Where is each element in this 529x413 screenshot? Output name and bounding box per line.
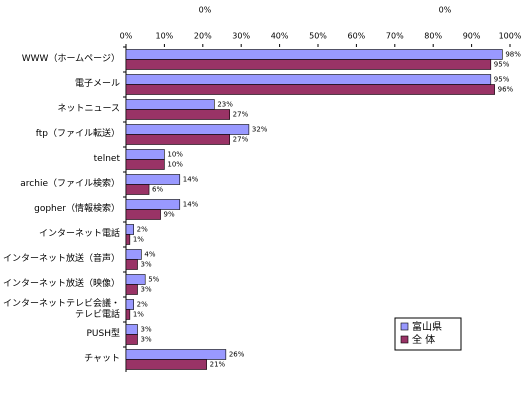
x-tick-label: 100% — [499, 32, 522, 41]
x-tick-label: 90% — [463, 32, 481, 41]
bar — [125, 349, 227, 360]
bar — [125, 59, 492, 70]
y-tick-label: インターネット放送（映像） — [2, 279, 120, 289]
data-label: 10% — [167, 151, 183, 159]
data-label: 5% — [148, 276, 159, 284]
bar — [125, 184, 150, 195]
x-tick-label: 70% — [386, 32, 404, 41]
x-tick-label: 60% — [348, 32, 366, 41]
data-label: 98% — [505, 51, 521, 59]
bar — [125, 309, 131, 320]
data-label: 9% — [164, 211, 175, 219]
bar — [125, 124, 250, 135]
bar — [125, 109, 230, 120]
bar — [125, 234, 131, 245]
data-label: 2% — [137, 301, 148, 309]
data-label: 95% — [494, 76, 510, 84]
bar — [125, 299, 134, 310]
y-tick-label: インターネット電話 — [38, 229, 120, 239]
x-tick-label: 80% — [424, 32, 442, 41]
bar — [125, 334, 138, 345]
data-label: 6% — [152, 186, 163, 194]
y-tick-label: archie（ファイル検索） — [20, 179, 120, 189]
data-label: 1% — [133, 236, 144, 244]
bar — [125, 324, 138, 335]
bar — [125, 174, 181, 185]
y-tick-label: ftp（ファイル転送） — [35, 129, 120, 139]
y-tick-label: インターネット放送（音声） — [2, 254, 120, 264]
y-tick-label: PUSH型 — [86, 329, 121, 339]
bar — [125, 284, 138, 295]
data-label: 27% — [233, 111, 249, 119]
y-tick-label: WWW（ホームページ） — [21, 54, 120, 64]
bar — [125, 149, 165, 160]
x-tick-label: 10% — [156, 32, 174, 41]
data-label: 27% — [233, 136, 249, 144]
bar — [125, 159, 165, 170]
data-label: 3% — [141, 336, 152, 344]
data-label: 3% — [141, 326, 152, 334]
x-tick-label: 30% — [232, 32, 250, 41]
data-label: 1% — [133, 311, 144, 319]
bar — [125, 359, 207, 370]
data-label: 4% — [144, 251, 155, 259]
bar — [125, 49, 503, 60]
data-label: 10% — [167, 161, 183, 169]
data-label: 95% — [494, 61, 510, 69]
bar — [125, 249, 142, 260]
y-tick-label: 電子メール — [74, 79, 120, 89]
x-tick-label: 50% — [309, 32, 327, 41]
data-label: 32% — [252, 126, 268, 134]
data-label: 2% — [137, 226, 148, 234]
bar — [125, 259, 138, 270]
bar — [125, 274, 146, 285]
y-tick-label: telnet — [93, 154, 120, 164]
data-label: 3% — [141, 261, 152, 269]
data-label: 3% — [141, 286, 152, 294]
y-tick-label: インターネットテレビ会議・テレビ電話 — [2, 298, 120, 320]
data-label: 96% — [498, 86, 514, 94]
data-label: 21% — [210, 361, 226, 369]
data-label: 26% — [229, 351, 245, 359]
bar — [125, 134, 230, 145]
annotation: 0% — [199, 6, 212, 15]
x-tick-label: 20% — [194, 32, 212, 41]
y-tick-label: gopher（情報検索） — [34, 204, 120, 214]
y-tick-label: チャット — [84, 354, 120, 364]
bar — [125, 199, 181, 210]
bar — [125, 99, 215, 110]
x-tick-label: 40% — [271, 32, 289, 41]
legend-label: 全 体 — [412, 333, 435, 346]
data-label: 14% — [183, 201, 199, 209]
bar — [125, 224, 134, 235]
bar — [125, 74, 492, 85]
annotation: 0% — [439, 6, 452, 15]
x-tick-label: 0% — [120, 32, 133, 41]
bar — [125, 84, 495, 95]
data-label: 23% — [217, 101, 233, 109]
y-tick-label: ネットニュース — [57, 104, 120, 114]
legend-swatch — [400, 335, 409, 344]
data-label: 14% — [183, 176, 199, 184]
legend-label: 富山県 — [412, 320, 442, 333]
bar — [125, 209, 161, 220]
legend-swatch — [400, 322, 409, 331]
